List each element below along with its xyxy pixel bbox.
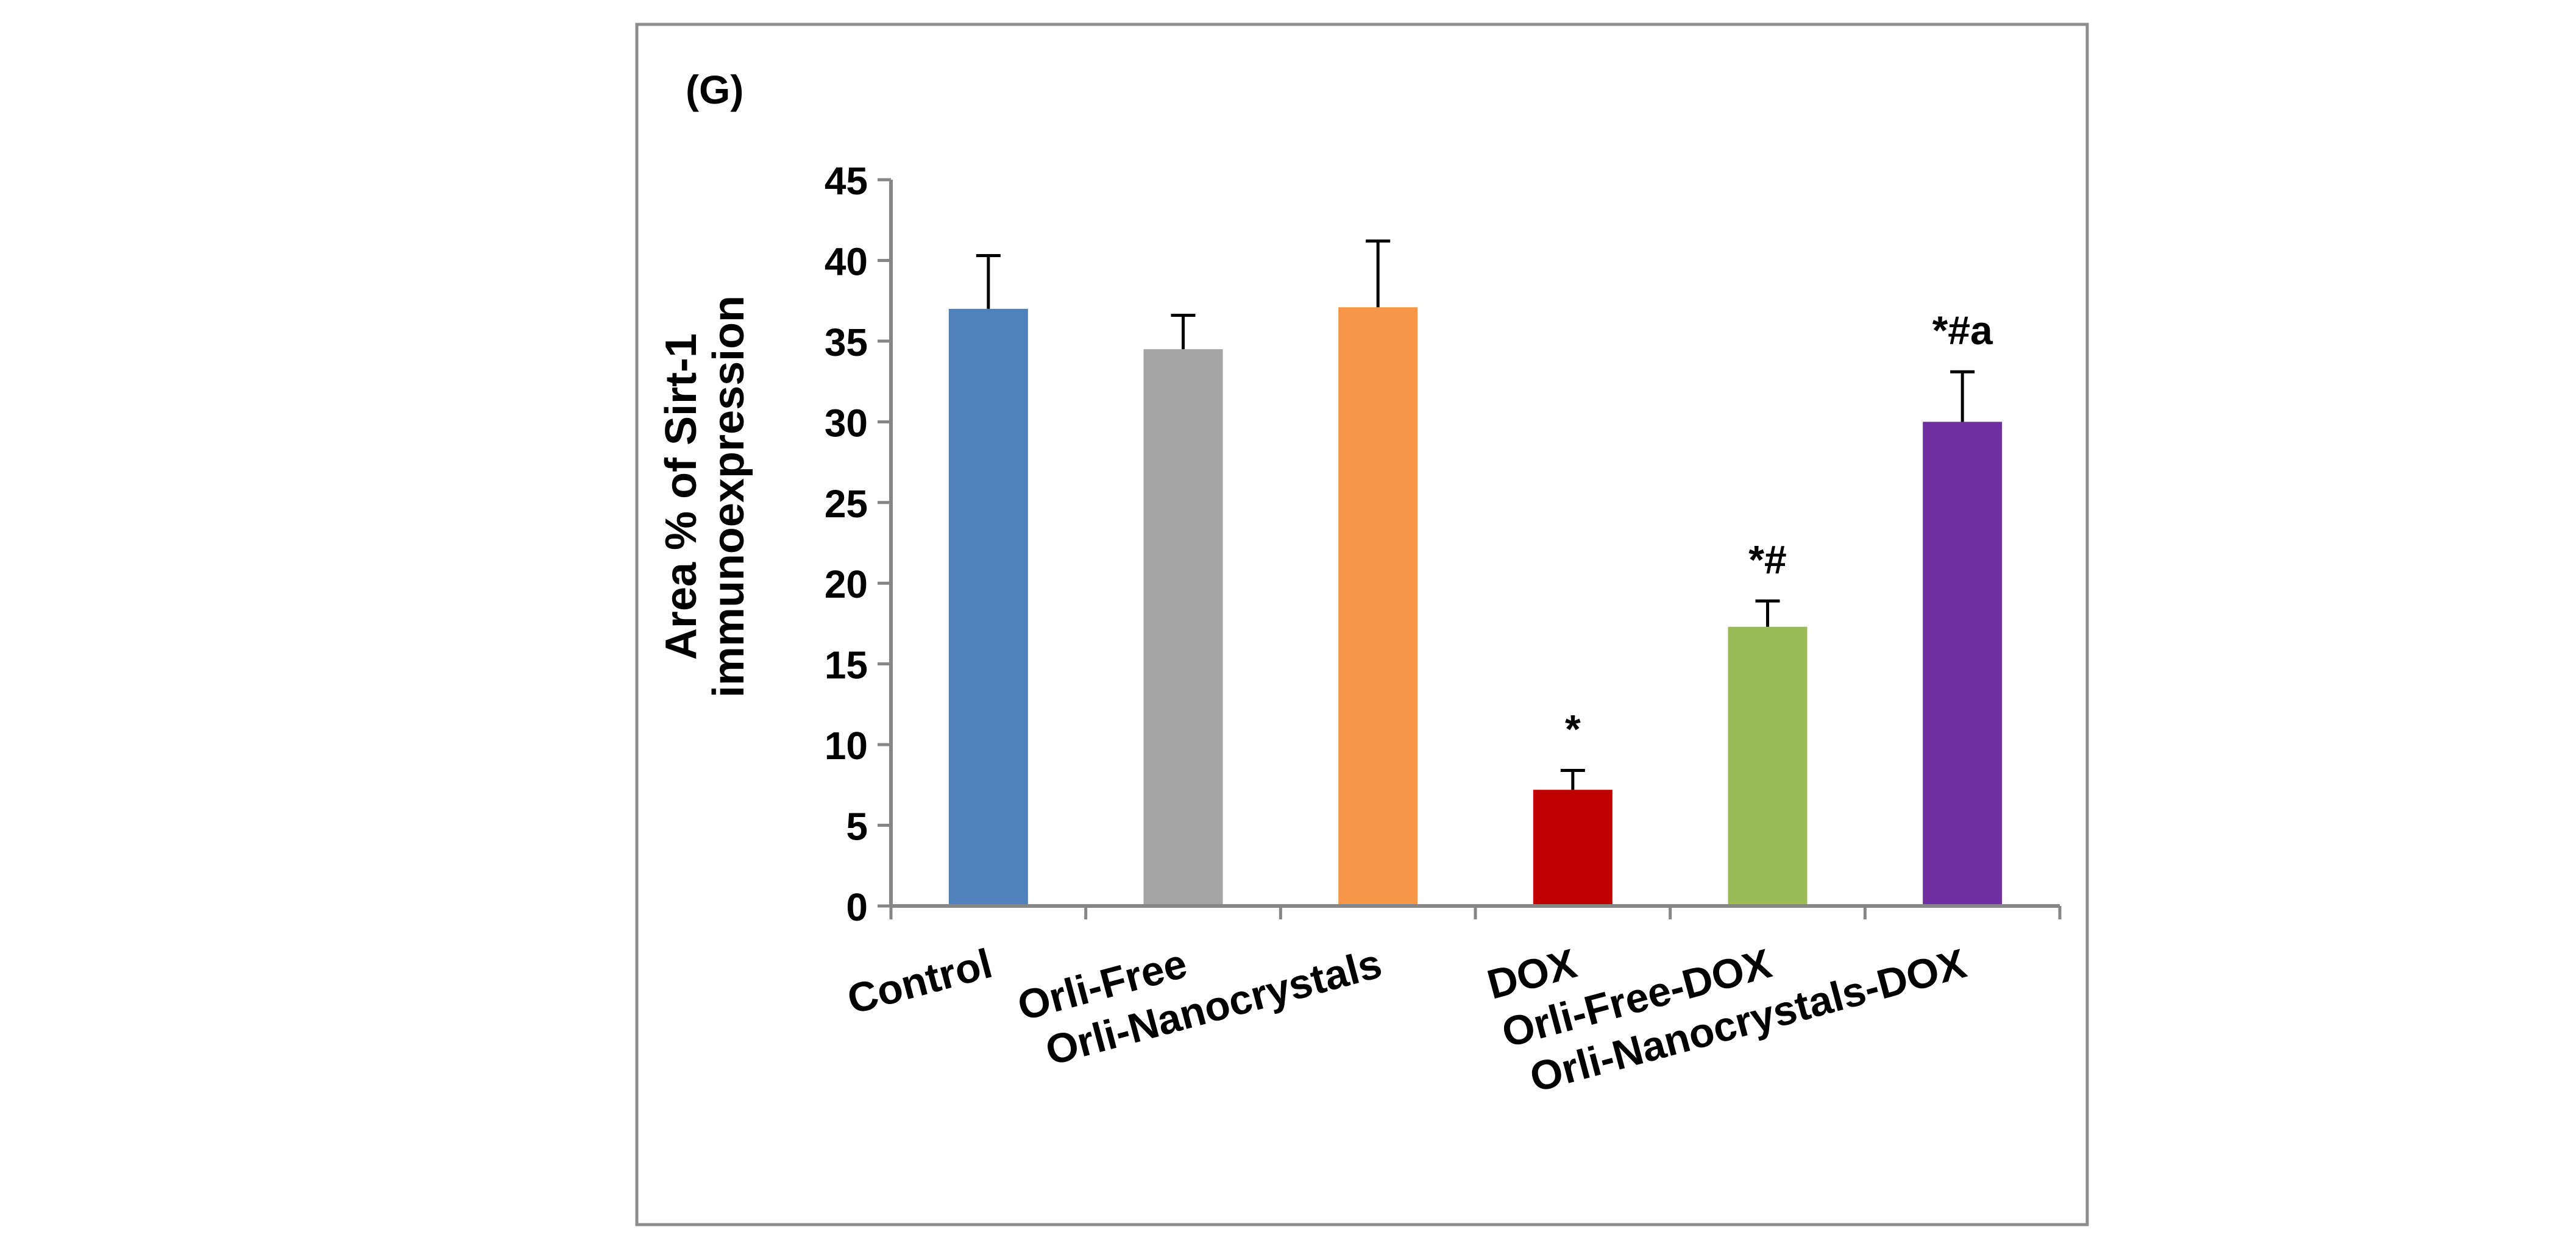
y-axis-label: Area % of Sirt-1 immunoexpression <box>657 295 753 698</box>
bar <box>1533 790 1613 906</box>
significance-label: * <box>1565 706 1581 751</box>
y-axis-label-line-2: immunoexpression <box>704 295 753 698</box>
y-tick-label: 15 <box>825 643 868 687</box>
y-axis-label-line-1: Area % of Sirt-1 <box>657 333 706 660</box>
panel-label: (G) <box>686 67 743 112</box>
y-tick-label: 10 <box>825 724 868 768</box>
bar <box>1728 626 1808 906</box>
bar <box>948 308 1028 906</box>
y-tick-label: 45 <box>825 159 868 203</box>
y-tick-label: 40 <box>825 239 868 283</box>
y-tick-label: 35 <box>825 320 868 364</box>
significance-label: *#a <box>1932 308 1993 353</box>
bar <box>1338 307 1418 906</box>
significance-label: *# <box>1748 537 1786 582</box>
y-tick-label: 25 <box>825 482 868 526</box>
bar <box>1923 422 2003 906</box>
y-tick-label: 20 <box>825 562 868 606</box>
y-tick-label: 5 <box>846 805 868 849</box>
bar <box>1143 349 1223 906</box>
y-tick-label: 30 <box>825 401 868 445</box>
y-tick-label: 0 <box>846 885 868 929</box>
